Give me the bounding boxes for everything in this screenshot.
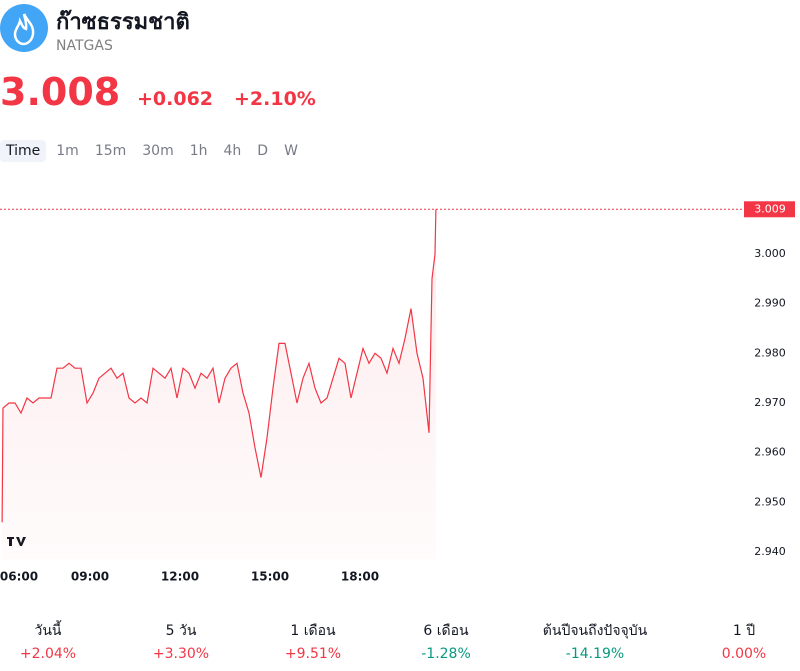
x-tick-label: 18:00 [341, 570, 379, 584]
performance-cell: 5 วัน +3.30% [101, 620, 261, 662]
performance-cell: ต้นปีจนถึงปัจจุบัน -14.19% [515, 620, 675, 662]
y-tick-label: 3.000 [754, 247, 786, 260]
x-tick-label: 12:00 [161, 570, 199, 584]
x-tick-label: 06:00 [0, 570, 38, 584]
y-tick-label: 2.980 [754, 346, 786, 359]
y-tick-label: 2.950 [754, 495, 786, 508]
performance-label: ต้นปีจนถึงปัจจุบัน [542, 623, 648, 639]
y-tick-label: 2.940 [754, 545, 786, 558]
interval-tab[interactable]: D [257, 143, 269, 159]
performance-cell: วันนี้ +2.04% [0, 620, 128, 662]
performance-value: +9.51% [284, 646, 342, 662]
interval-tab[interactable]: 4h [223, 143, 242, 159]
interval-tab[interactable]: 15m [94, 143, 127, 159]
performance-value: -14.19% [565, 646, 625, 662]
area [2, 209, 436, 560]
performance-value: 0.00% [721, 646, 767, 662]
performance-label: 1 ปี [732, 623, 756, 639]
last-price-label: 3.009 [754, 202, 786, 215]
price-line [1, 209, 437, 523]
performance-label: 1 เดือน [290, 623, 336, 639]
interval-tabs: Time 1m 15m 30m 1h 4h D W [0, 140, 304, 162]
performance-cell: 6 เดือน -1.28% [366, 620, 526, 662]
performance-value: +3.30% [152, 646, 210, 662]
title: ก๊าซธรรมชาติ [56, 10, 190, 35]
interval-tab[interactable]: 1m [56, 143, 79, 159]
interval-tab[interactable]: 1h [189, 143, 208, 159]
symbol: NATGAS [56, 38, 113, 54]
performance-label: 5 วัน [165, 623, 197, 639]
symbol-icon [0, 4, 48, 52]
performance-value: -1.28% [421, 646, 471, 662]
interval-tab[interactable]: Time [0, 140, 47, 162]
performance-label: วันนี้ [34, 623, 62, 639]
y-tick-label: 2.970 [754, 396, 786, 409]
last-price-box [744, 201, 795, 218]
performance-cell: 1 ปี 0.00% [664, 620, 800, 662]
x-tick-label: 09:00 [71, 570, 109, 584]
chart: 2.940 2.950 2.960 2.970 2.980 2.990 3.000 06:00… [0, 201, 795, 584]
x-tick-label: 15:00 [251, 570, 289, 584]
y-tick-label: 2.960 [754, 446, 786, 459]
performance-value: +2.04% [19, 646, 77, 662]
price-change: +0.062 [137, 88, 214, 110]
performance-label: 6 เดือน [423, 623, 469, 639]
interval-tab[interactable]: W [284, 143, 298, 159]
interval-tab[interactable]: 30m [142, 143, 174, 159]
price-change-percent: +2.10% [234, 88, 316, 110]
performance-cell: 1 เดือน +9.51% [233, 620, 393, 662]
price: 3.008 [0, 70, 121, 114]
y-tick-label: 2.990 [754, 297, 786, 310]
